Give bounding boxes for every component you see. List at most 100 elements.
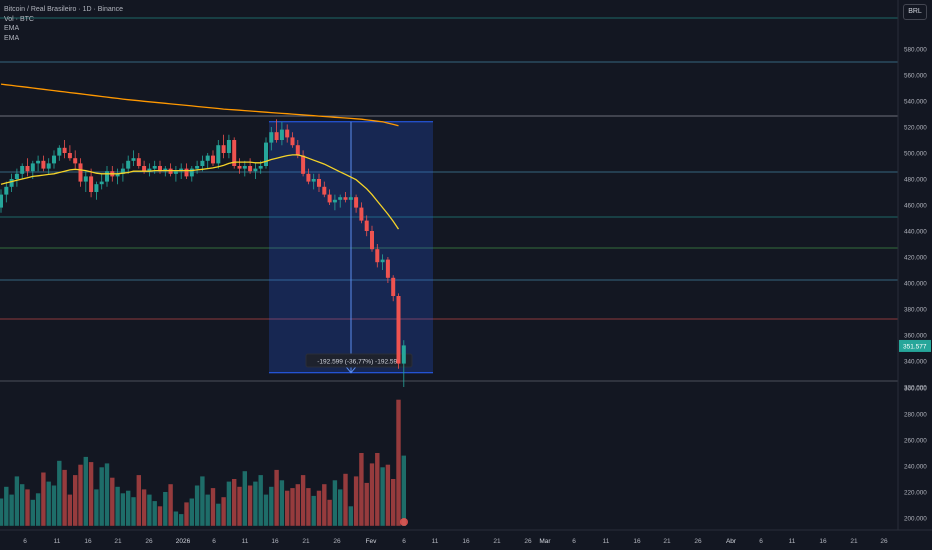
volume-bar [221, 497, 226, 526]
measure-label-bg [305, 353, 413, 368]
candle-body [136, 158, 141, 166]
volume-bar [205, 494, 210, 526]
time-tick-label: 26 [145, 538, 153, 545]
time-tick-label: 26 [333, 538, 341, 545]
candle-body [163, 168, 168, 172]
price-tick-label: 480.000 [904, 177, 927, 184]
volume-bar [290, 488, 295, 526]
volume-bar [385, 464, 391, 526]
candle-body [73, 158, 78, 164]
volume-bar [152, 501, 157, 526]
candle-body [338, 197, 343, 200]
volume-bar [20, 484, 25, 526]
volume-bar [375, 453, 380, 526]
candle-body [195, 166, 200, 169]
time-tick-label: Mar [539, 538, 551, 545]
volume-bar [99, 467, 104, 526]
candle-body [359, 207, 364, 221]
candle-body [205, 155, 210, 161]
candle-body [216, 145, 221, 164]
candle-body [232, 140, 237, 166]
time-tick-label: 6 [759, 538, 763, 545]
volume-bar [353, 476, 359, 526]
candle-body [94, 184, 99, 192]
candle-body [142, 166, 147, 172]
candle-body [152, 166, 157, 169]
candle-body [25, 166, 30, 172]
volume-bar [338, 489, 343, 526]
volume-bar [173, 511, 179, 526]
candle-body [173, 171, 178, 174]
indicator-ema-2[interactable]: EMA [4, 34, 20, 42]
candle-body [226, 140, 231, 153]
event-marker-icon [400, 518, 408, 526]
volume-bar [369, 463, 375, 526]
volume-bar [316, 490, 322, 526]
candle-body [370, 231, 374, 250]
time-tick-label: 16 [633, 538, 641, 545]
time-tick-label: 21 [302, 538, 310, 545]
candle-body [83, 176, 88, 182]
volume-tick-label: 200.000 [904, 516, 927, 523]
candle-body [62, 147, 67, 153]
volume-bar [46, 481, 51, 526]
volume-bar [141, 489, 147, 526]
candle-body [131, 158, 136, 161]
candle-body [306, 173, 311, 182]
volume-bar [73, 475, 78, 526]
price-tick-label: 500.000 [904, 151, 927, 158]
volume-bar [41, 472, 46, 526]
candle-body [380, 259, 385, 263]
volume-bar [216, 503, 221, 526]
price-axis-bg [898, 0, 932, 550]
time-tick-label: 11 [789, 538, 796, 545]
volume-bar [120, 493, 126, 526]
time-tick-label: 2026 [176, 538, 191, 545]
price-tick-label: 580.000 [904, 47, 927, 54]
volume-bar [295, 484, 300, 526]
time-tick-label: 6 [572, 538, 576, 545]
volume-bar [380, 467, 385, 526]
candle-body [269, 132, 274, 143]
candle-body [46, 163, 51, 169]
candle-body [327, 194, 332, 203]
price-tick-label: 360.000 [904, 333, 927, 340]
time-tick-label: 11 [242, 538, 249, 545]
candle-body [78, 163, 83, 182]
indicator-ema-1[interactable]: EMA [4, 25, 20, 32]
candle-body [211, 155, 215, 164]
volume-tick-label: 300.000 [904, 386, 927, 393]
candle-body [57, 147, 62, 156]
candle-body [364, 220, 369, 231]
volume-bar [327, 499, 332, 526]
candle-body [189, 168, 194, 177]
candle-body [41, 160, 46, 169]
candle-body [0, 194, 3, 208]
horizontal-levels [0, 17, 898, 382]
price-tick-label: 520.000 [904, 125, 927, 132]
candle-body [385, 259, 390, 278]
ema-lines [0, 83, 400, 230]
volume-bar [184, 502, 189, 526]
candlesticks [0, 119, 406, 387]
symbol-title[interactable]: Bitcoin / Real Brasileiro · 1D · Binance [4, 6, 124, 13]
currency-button[interactable]: BRL [903, 4, 927, 20]
indicator-volume[interactable]: Vol · BTC [4, 15, 34, 23]
volume-bar [258, 475, 263, 526]
volume-bar [163, 492, 168, 526]
volume-bar [322, 484, 327, 526]
volume-bar [126, 490, 131, 526]
candle-body [105, 171, 109, 182]
current-price-label: 351.577 [903, 343, 927, 350]
candle-body [322, 186, 327, 195]
candle-body [89, 176, 94, 192]
price-tick-label: 340.000 [904, 359, 927, 366]
measure-arrowhead [345, 366, 357, 374]
volume-bar [200, 476, 205, 526]
volume-bar [237, 486, 242, 526]
volume-tick-label: 220.000 [904, 490, 927, 497]
chart-legend: Bitcoin / Real Brasileiro · 1D · Binance… [4, 5, 123, 43]
volume-bars [0, 399, 406, 526]
